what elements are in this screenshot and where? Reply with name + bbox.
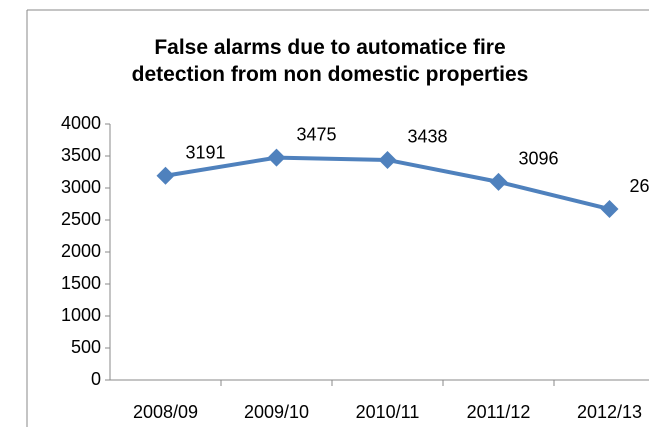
x-tick-label: 2009/10 (244, 402, 309, 422)
x-tick-label: 2011/12 (467, 402, 531, 422)
x-tick-label: 2008/09 (133, 402, 198, 422)
data-label: 2671 (630, 176, 649, 196)
data-label: 3096 (519, 149, 559, 169)
y-tick-label: 2500 (61, 209, 101, 229)
chart-title: False alarms due to automatice fire dete… (131, 36, 529, 86)
data-label: 3438 (408, 127, 448, 147)
x-tick-label: 2010/11 (356, 402, 420, 422)
y-tick-label: 2000 (61, 241, 101, 261)
y-tick-label: 1500 (61, 273, 101, 293)
marker (267, 148, 286, 167)
y-tick-label: 1000 (61, 305, 101, 325)
y-tick-label: 500 (71, 337, 101, 357)
y-tick-label: 0 (91, 369, 101, 389)
marker (156, 166, 175, 185)
y-tick-label: 3500 (61, 145, 101, 165)
data-label: 3475 (297, 124, 337, 144)
marker (489, 172, 508, 191)
y-tick-label: 3000 (61, 177, 101, 197)
data-label: 3191 (186, 143, 226, 163)
y-tick-label: 4000 (61, 113, 101, 133)
x-tick-label: 2012/13 (577, 402, 642, 422)
marker (600, 200, 619, 219)
marker (378, 150, 397, 169)
